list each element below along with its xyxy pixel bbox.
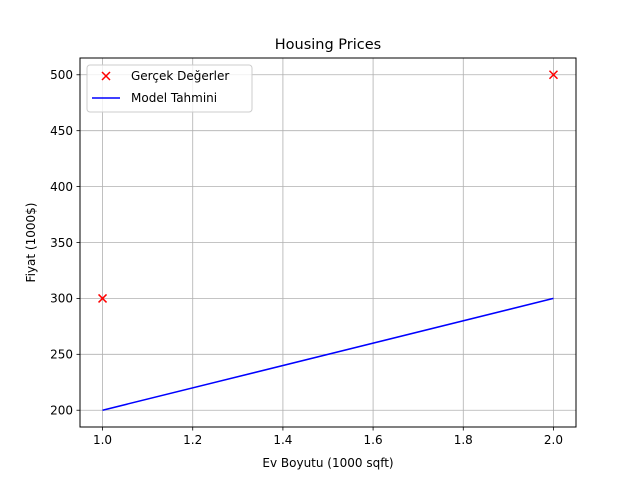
axis-ticks: 1.0 1.2 1.4 1.6 1.8 2.0 200 250 300 350 400 450 500 [50, 68, 563, 447]
x-tick-label: 1.2 [183, 433, 202, 447]
x-tick-label: 2.0 [544, 433, 563, 447]
y-tick-label: 250 [50, 348, 73, 362]
legend-frame [86, 64, 253, 113]
y-tick-label: 500 [50, 68, 73, 82]
legend-label-actual: Gerçek Değerler [131, 69, 229, 83]
y-tick-label: 400 [50, 180, 73, 194]
y-tick-label: 450 [50, 124, 73, 138]
x-tick-label: 1.0 [93, 433, 112, 447]
x-tick-label: 1.4 [273, 433, 292, 447]
x-axis-label: Ev Boyutu (1000 sqft) [262, 456, 393, 470]
legend-x-marker [101, 71, 111, 81]
chart-title: Housing Prices [275, 37, 381, 53]
scatter-point-actual [548, 70, 558, 80]
legend: Gerçek Değerler Model Tahmini [86, 64, 253, 113]
y-tick-label: 350 [50, 236, 73, 250]
legend-marker-scatter [101, 71, 111, 81]
y-tick-label: 300 [50, 292, 73, 306]
scatter-point-actual [98, 293, 108, 303]
y-tick-label: 200 [50, 404, 73, 418]
legend-label-prediction: Model Tahmini [131, 91, 217, 105]
x-tick-label: 1.6 [364, 433, 383, 447]
x-tick-label: 1.8 [454, 433, 473, 447]
series-line-model-prediction [102, 297, 554, 411]
data-layer [98, 70, 558, 411]
y-axis-label: Fiyat (1000$) [24, 203, 38, 283]
